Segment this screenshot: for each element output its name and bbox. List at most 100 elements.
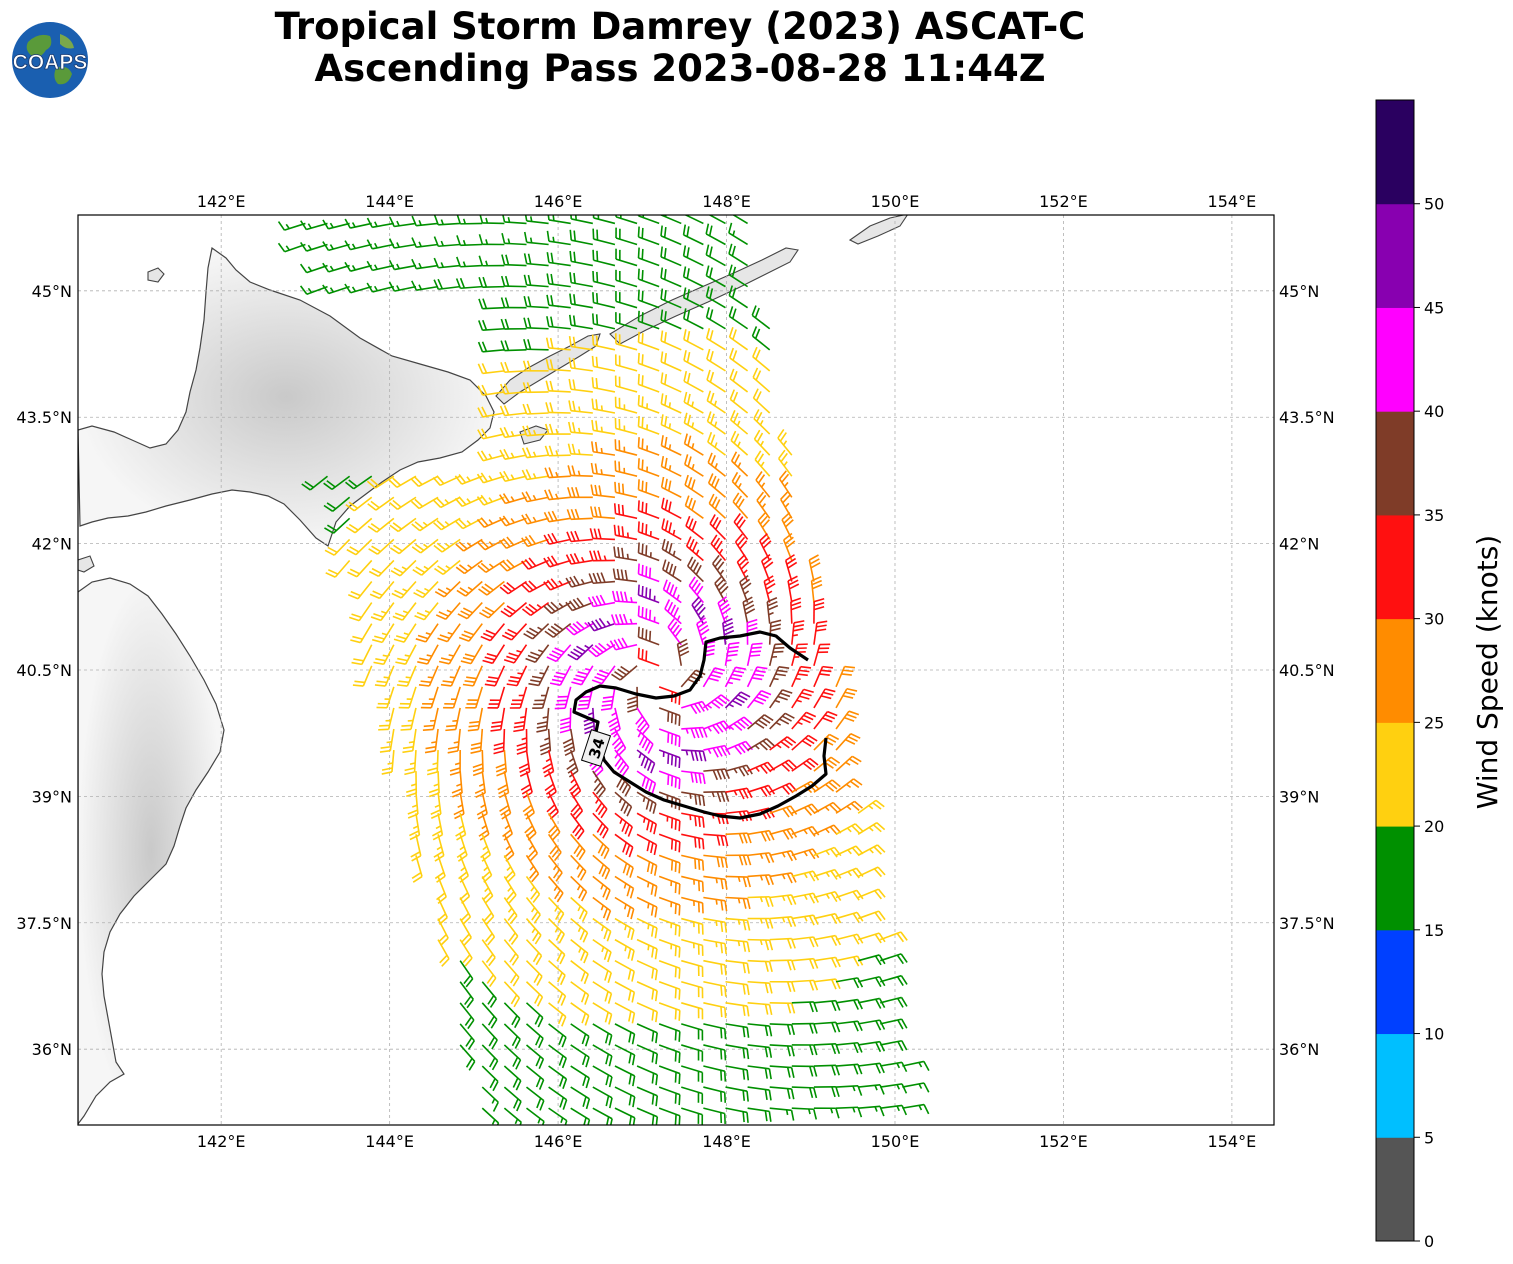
wind-barb	[459, 1044, 476, 1071]
wind-barb	[478, 234, 505, 246]
wind-barb	[587, 642, 616, 658]
wind-barb	[703, 1065, 727, 1082]
wind-barb	[536, 707, 550, 733]
wind-barb	[503, 939, 519, 966]
wind-barb	[637, 479, 660, 499]
wind-barb	[477, 363, 505, 375]
wind-barb	[614, 917, 635, 941]
wind-barb	[769, 937, 796, 949]
wind-barb	[725, 832, 752, 844]
wind-barb	[418, 665, 439, 687]
wind-barb	[567, 487, 593, 499]
wind-barb	[747, 980, 773, 994]
wind-barb	[509, 686, 528, 709]
wind-barb	[413, 580, 439, 599]
wind-barb	[857, 822, 886, 835]
wind-barb	[523, 274, 549, 288]
wind-barb	[703, 720, 731, 735]
wind-barb	[544, 770, 557, 799]
wind-barb	[592, 249, 616, 267]
wind-barb	[683, 412, 704, 435]
wind-barb	[590, 441, 616, 456]
lon-tick-top: 146°E	[534, 192, 583, 211]
wind-barb	[567, 644, 594, 661]
wind-barb	[301, 475, 329, 491]
wind-barb	[570, 833, 586, 861]
wind-barb	[703, 768, 730, 781]
wind-barb	[367, 496, 395, 511]
wind-barb	[768, 619, 782, 645]
wind-barb	[636, 1107, 659, 1125]
wind-barb	[521, 513, 549, 525]
wind-barb	[688, 576, 704, 604]
wind-barb	[565, 597, 594, 612]
wind-barb	[590, 506, 616, 520]
wind-barb	[502, 215, 527, 225]
wind-barb	[725, 764, 753, 777]
wind-barb	[708, 493, 727, 519]
wind-barb	[525, 918, 542, 945]
wind-barb	[445, 707, 461, 732]
wind-barb	[681, 980, 704, 999]
wind-barb	[613, 546, 638, 562]
colorbar-tick-label: 50	[1424, 195, 1444, 214]
wind-barb	[813, 1086, 840, 1098]
wind-barb	[544, 489, 571, 501]
wind-barb	[478, 255, 505, 267]
wind-barb	[433, 215, 461, 226]
wind-barb	[449, 750, 461, 776]
wind-barb	[636, 1002, 658, 1023]
wind-barb	[791, 957, 819, 970]
colorbar-tick-label: 5	[1424, 1128, 1434, 1147]
wind-barb	[587, 617, 616, 632]
wind-barb	[453, 792, 465, 820]
wind-barb	[592, 270, 616, 288]
wind-barb	[703, 980, 727, 997]
wind-barb	[481, 1002, 498, 1029]
wind-barb	[683, 308, 704, 330]
wind-barb	[503, 981, 521, 1008]
colorbar-tick-label: 25	[1424, 713, 1444, 732]
wind-barb	[676, 638, 690, 666]
wind-barb	[637, 605, 660, 625]
wind-barb	[791, 1065, 818, 1077]
wind-barb	[681, 1107, 704, 1125]
colorbar-segment	[1376, 1033, 1414, 1138]
wind-barb	[368, 559, 395, 577]
wind-barb	[408, 813, 421, 841]
wind-barb	[766, 596, 779, 624]
wind-barb	[725, 980, 750, 996]
wind-barb	[835, 755, 862, 772]
wind-barb	[857, 910, 886, 922]
wind-barb	[791, 711, 817, 730]
wind-barb	[725, 959, 750, 974]
wind-barb	[683, 215, 704, 225]
wind-barb	[570, 1065, 590, 1089]
wind-barb	[516, 728, 528, 755]
wind-barb	[902, 1060, 930, 1071]
wind-barb	[637, 394, 660, 414]
wind-barb	[729, 368, 749, 393]
wind-barb	[500, 340, 527, 352]
wind-barb	[791, 757, 819, 772]
wind-barb	[367, 517, 395, 533]
wind-barb	[592, 896, 612, 921]
wind-barb	[548, 1044, 567, 1069]
wind-barb	[378, 707, 395, 731]
wind-barb	[813, 665, 834, 688]
colorbar-tick-label: 45	[1424, 298, 1444, 317]
wind-barb	[857, 1019, 886, 1031]
wind-barb	[614, 481, 638, 499]
wind-barb	[546, 273, 571, 288]
wind-barb	[521, 491, 549, 503]
wind-barb	[747, 829, 775, 842]
wind-barb	[658, 938, 681, 958]
wind-barb	[503, 876, 517, 904]
wind-barb	[481, 939, 496, 967]
wind-barb	[591, 355, 616, 372]
wind-barb	[569, 250, 593, 267]
wind-barb	[539, 728, 552, 756]
wind-barb	[733, 513, 749, 540]
wind-barb	[781, 511, 794, 540]
lat-tick-left: 42°N	[32, 535, 72, 554]
